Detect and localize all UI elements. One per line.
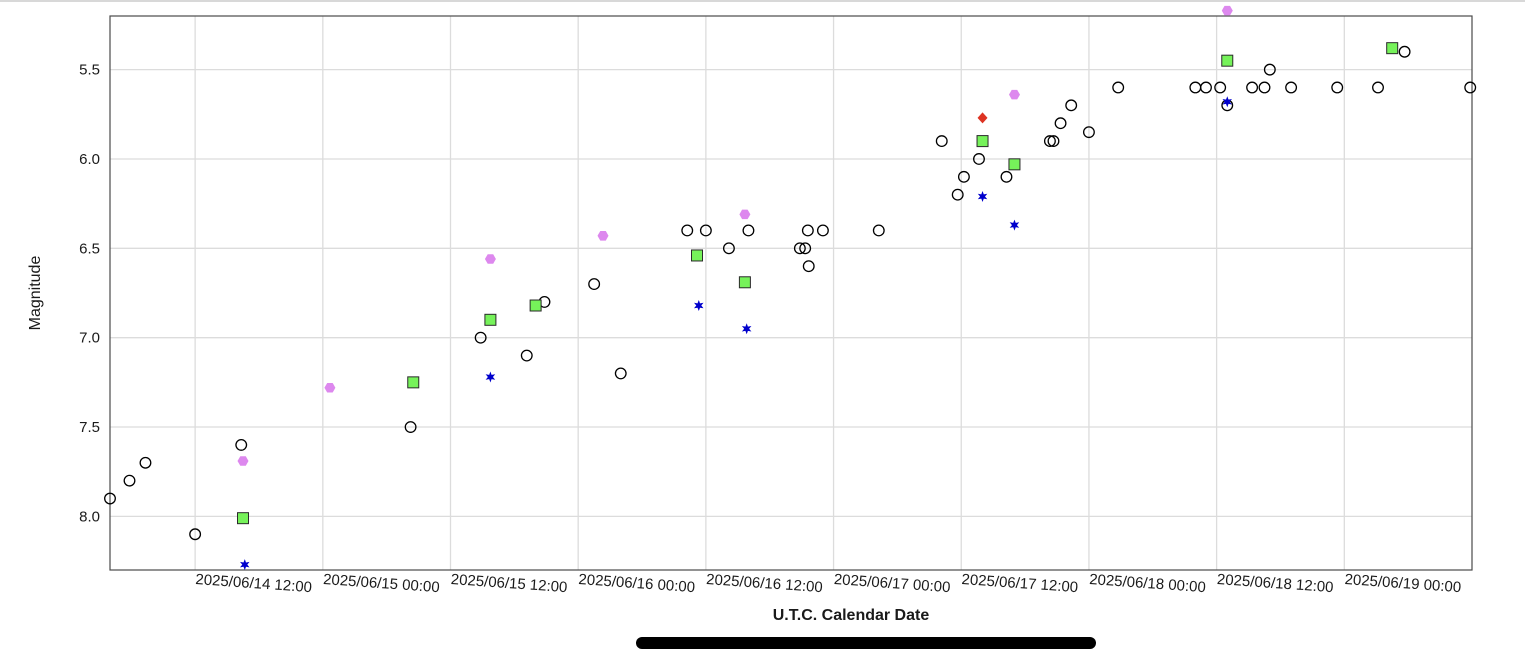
data-point-circle: [1065, 99, 1078, 112]
data-point-circle: [404, 421, 417, 433]
data-point-circle: [1200, 81, 1212, 94]
data-point-square: [976, 135, 989, 148]
data-point-circle: [520, 349, 533, 362]
x-tick-label: 2025/06/18 00:00: [1089, 571, 1207, 596]
x-tick-label: 2025/06/19 00:00: [1344, 571, 1462, 596]
data-point-circle: [1464, 81, 1477, 94]
x-tick-label: 2025/06/17 12:00: [961, 571, 1079, 596]
y-tick-label: 8.0: [79, 508, 100, 525]
data-point-circle: [816, 224, 829, 237]
data-point-circle: [139, 456, 152, 469]
data-point-circle: [1246, 81, 1259, 94]
y-tick-label: 5.5: [79, 62, 100, 79]
data-point-circle: [973, 153, 985, 165]
data-point-star: [977, 191, 988, 202]
data-point-circle: [1043, 135, 1056, 148]
top-border-strip: [0, 0, 1525, 2]
data-point-circle: [474, 331, 487, 344]
data-point-circle: [681, 224, 694, 237]
data-point-square: [1008, 158, 1021, 171]
plot-area: [110, 16, 1472, 570]
data-point-circle: [189, 528, 202, 541]
data-point-circle: [935, 135, 948, 148]
x-tick-label: 2025/06/15 12:00: [450, 571, 568, 596]
data-point-circle: [614, 367, 627, 380]
data-point-circle: [699, 224, 712, 237]
y-tick-label: 7.5: [79, 419, 100, 436]
data-point-square: [529, 299, 542, 312]
data-point-square: [407, 376, 420, 389]
x-tick-label: 2025/06/16 12:00: [706, 571, 824, 596]
data-point-star: [1222, 96, 1232, 108]
data-point-hexagon: [739, 209, 751, 220]
data-point-circle: [872, 224, 885, 237]
data-point-circle: [1112, 81, 1125, 94]
data-point-circle: [1214, 81, 1227, 94]
data-point-hexagon: [1009, 89, 1020, 100]
data-point-square: [1386, 42, 1399, 55]
data-point-star: [741, 323, 752, 335]
data-point-circle: [722, 242, 735, 255]
data-point-star: [694, 300, 704, 311]
data-point-star: [1009, 219, 1020, 231]
data-point-star: [485, 371, 496, 383]
data-point-diamond: [977, 112, 988, 124]
data-point-hexagon: [1221, 5, 1233, 16]
data-point-hexagon: [237, 456, 249, 466]
data-point-circle: [1054, 117, 1067, 130]
home-indicator-bar[interactable]: [636, 637, 1096, 649]
data-point-circle: [1000, 170, 1013, 183]
data-point-circle: [799, 242, 812, 255]
x-tick-label: 2025/06/15 00:00: [323, 571, 441, 596]
data-point-circle: [742, 224, 755, 237]
data-point-circle: [1331, 81, 1344, 94]
y-tick-label: 7.0: [79, 330, 100, 347]
x-tick-label: 2025/06/18 12:00: [1216, 571, 1334, 596]
data-point-square: [691, 249, 704, 262]
y-tick-label: 6.5: [79, 240, 100, 257]
data-point-circle: [1372, 81, 1384, 94]
y-axis-label: Magnitude: [27, 256, 44, 331]
data-point-star: [240, 559, 250, 571]
data-point-hexagon: [597, 231, 609, 241]
data-point-circle: [1285, 81, 1298, 94]
data-point-circle: [1258, 81, 1271, 94]
data-point-square: [484, 313, 497, 326]
x-tick-label: 2025/06/17 00:00: [833, 571, 951, 596]
data-point-circle: [1263, 63, 1276, 76]
y-tick-label: 6.0: [79, 151, 100, 168]
data-point-circle: [1047, 135, 1060, 148]
data-point-square: [738, 276, 751, 289]
x-axis-label: U.T.C. Calendar Date: [773, 607, 930, 624]
data-point-circle: [235, 438, 248, 451]
data-point-hexagon: [484, 254, 496, 264]
data-point-square: [1221, 54, 1234, 67]
data-point-square: [237, 512, 250, 525]
data-point-hexagon: [324, 383, 336, 393]
data-point-circle: [951, 188, 964, 201]
data-point-circle: [588, 278, 601, 291]
data-point-circle: [1398, 45, 1411, 58]
x-tick-label: 2025/06/16 00:00: [578, 571, 696, 596]
data-point-circle: [123, 474, 136, 487]
x-tick-label: 2025/06/14 12:00: [195, 571, 313, 596]
data-point-circle: [957, 170, 970, 183]
plot-frame: [109, 15, 1473, 571]
data-point-circle: [793, 242, 806, 255]
data-point-circle: [802, 260, 815, 273]
data-point-circle: [1082, 126, 1095, 139]
data-point-circle: [104, 492, 116, 505]
data-point-circle: [801, 224, 814, 237]
